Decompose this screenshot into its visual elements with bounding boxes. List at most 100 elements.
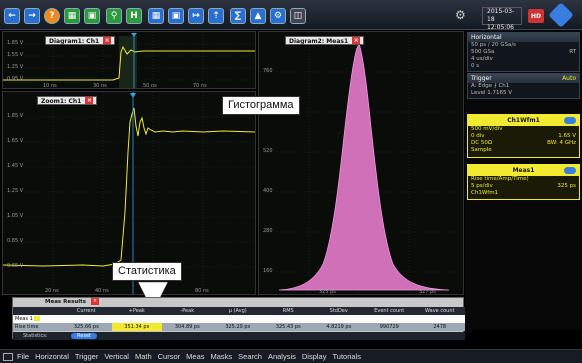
trigger-title-text: Trigger <box>471 75 492 82</box>
trigger-title: Trigger Auto <box>468 74 579 83</box>
x-label: 30 ns <box>93 83 107 89</box>
menu-item-analysis[interactable]: Analysis <box>267 352 296 361</box>
diagram2-panel[interactable]: Diagram2: Meas1× 760 640 520 400 280 160… <box>258 31 464 295</box>
reset-button[interactable]: Reset <box>71 333 97 339</box>
settings-icon[interactable]: ⚙ <box>455 8 466 22</box>
table-row[interactable]: Rise time 325.66 ps 351.34 ps 304.89 ps … <box>13 323 465 331</box>
diagram1-title-text: Diagram1: Ch1 <box>49 38 100 45</box>
close-icon[interactable]: × <box>352 37 361 44</box>
x-label: 10 ns <box>43 83 57 89</box>
column-header: Current <box>76 308 96 314</box>
meas-label-row[interactable]: Meas 1 <box>13 315 465 323</box>
menu-item-cursor[interactable]: Cursor <box>157 352 181 361</box>
menu-item-math[interactable]: Math <box>134 352 152 361</box>
grid-icon[interactable]: ▦ <box>148 8 164 24</box>
menu-item-file[interactable]: File <box>17 352 30 361</box>
marker-icon[interactable]: ⇡ <box>208 8 224 24</box>
meas-label-text: Meas 1 <box>15 316 33 322</box>
menu-item-vertical[interactable]: Vertical <box>104 352 129 361</box>
channel-block[interactable]: Ch1Wfm1 500 mV/div 0 div 1.65 V DC 50Ω BW:… <box>467 114 580 158</box>
trash-icon[interactable]: ◫ <box>290 8 306 24</box>
results-table: Current +Peak -Peak μ (Avg) RMS StdDev E… <box>13 307 465 331</box>
x-label: 60 ns <box>145 288 159 294</box>
right-sidebar: Horizontal 50 ps / 20 GSa/s 500 GSa RT 4 … <box>465 30 582 330</box>
trigger-block[interactable]: Trigger Auto A: Edge ⨍ Ch1 Level 1.7165 … <box>467 73 580 99</box>
column-header: RMS <box>282 308 294 314</box>
cursor-icon[interactable]: ↦ <box>188 8 204 24</box>
column-header: -Peak <box>180 308 195 314</box>
zoom1-title: Zoom1: Ch1 × <box>37 96 98 105</box>
meas-toggle[interactable] <box>564 167 576 174</box>
x-label: 325 ps <box>319 289 336 295</box>
meas-title-text: Meas1 <box>512 167 535 174</box>
search-icon[interactable]: ⚙ <box>270 8 286 24</box>
column-header: Event count <box>374 308 405 314</box>
trigger-line: A: Edge ⨍ Ch1 <box>471 83 510 89</box>
meas-results-panel[interactable]: Meas Results × Current +Peak -Peak μ (Av… <box>12 297 465 340</box>
y-label: 760 <box>263 68 273 74</box>
menu-item-tutorials[interactable]: Tutorials <box>332 352 361 361</box>
time-text: 12:05:06 <box>487 24 514 31</box>
image-icon[interactable]: ▣ <box>84 8 100 24</box>
meas-value: 5 ps/div <box>471 183 493 189</box>
trigger-line: Level 1.7165 V <box>471 90 513 96</box>
y-label: 0.85 V <box>7 238 24 244</box>
hd-badge[interactable]: HD <box>528 9 544 23</box>
y-label: 520 <box>263 148 273 154</box>
menu-bar: File Horizontal Trigger Vertical Math Cu… <box>0 349 582 363</box>
close-icon[interactable]: × <box>103 37 112 44</box>
channel-value: Sample <box>471 147 492 153</box>
results-header-row: Current +Peak -Peak μ (Avg) RMS StdDev E… <box>13 307 465 315</box>
histogram-icon[interactable]: H <box>126 8 142 24</box>
horizontal-value: 0 s <box>471 63 480 69</box>
channel-toggle[interactable] <box>564 117 576 124</box>
diagram2-title: Diagram2: Meas1 × <box>285 36 365 45</box>
menu-grid-icon[interactable] <box>3 352 13 361</box>
menu-item-masks[interactable]: Masks <box>210 352 233 361</box>
table-cell: 325.29 ps <box>225 324 251 330</box>
menu-item-trigger[interactable]: Trigger <box>74 352 99 361</box>
y-label: 1.55 V <box>7 52 24 58</box>
folder-icon[interactable]: ▦ <box>64 8 80 24</box>
channel-line: DC 50Ω BW: 4 GHz <box>468 140 579 147</box>
menu-item-display[interactable]: Display <box>301 352 327 361</box>
math-icon[interactable]: ∑ <box>230 8 246 24</box>
meas-value-right: 325 ps <box>557 183 576 189</box>
x-label: 70 ns <box>193 83 207 89</box>
diagram1-panel[interactable]: Diagram1: Ch1 × 1.85 V 1.55 V 1.25 V 0.95… <box>2 31 256 89</box>
y-label: 1.25 V <box>7 188 24 194</box>
help-icon[interactable]: ? <box>44 8 60 24</box>
horizontal-value-right: RT <box>569 49 576 55</box>
close-icon[interactable]: × <box>91 298 99 305</box>
horizontal-value: 4 us/div <box>471 56 493 62</box>
y-label: 280 <box>263 228 273 234</box>
channel-value-right: 1.65 V <box>558 133 576 139</box>
column-header: StdDev <box>329 308 348 314</box>
column-header: Wave count <box>425 308 455 314</box>
redo-icon[interactable]: → <box>24 8 40 24</box>
y-label: 1.65 V <box>7 138 24 144</box>
meas-line: Rise time/Amp/Time) <box>468 176 579 183</box>
undo-icon[interactable]: ← <box>4 8 20 24</box>
y-label: 1.85 V <box>7 113 24 119</box>
measure-icon[interactable]: ▣ <box>168 8 184 24</box>
y-label: 0.95 V <box>7 76 24 82</box>
table-cell: 325.66 ps <box>73 324 99 330</box>
date-text: 2015-03-18 <box>487 8 515 23</box>
horizontal-line: 0 s <box>468 63 579 70</box>
close-icon[interactable]: × <box>85 97 94 104</box>
meas-block[interactable]: Meas1 Rise time/Amp/Time) 5 ps/div 325 ps… <box>467 164 580 200</box>
menu-item-horizontal[interactable]: Horizontal <box>35 352 69 361</box>
column-header <box>13 307 61 315</box>
menu-item-search[interactable]: Search <box>238 352 262 361</box>
table-cell: 351.34 ps <box>111 323 162 331</box>
menu-item-meas[interactable]: Meas <box>186 352 205 361</box>
mask-icon[interactable]: ▲ <box>250 8 266 24</box>
meas-value: Ch1Wfm1 <box>471 190 499 196</box>
table-cell: 325.43 ps <box>275 324 301 330</box>
row-label: Rise time <box>15 324 39 330</box>
horizontal-block[interactable]: Horizontal 50 ps / 20 GSa/s 500 GSa RT 4 … <box>467 32 580 72</box>
brand-logo-icon <box>548 2 574 28</box>
zoom-icon[interactable]: ⚲ <box>106 8 122 24</box>
statistics-label: Statistics: <box>23 333 48 339</box>
